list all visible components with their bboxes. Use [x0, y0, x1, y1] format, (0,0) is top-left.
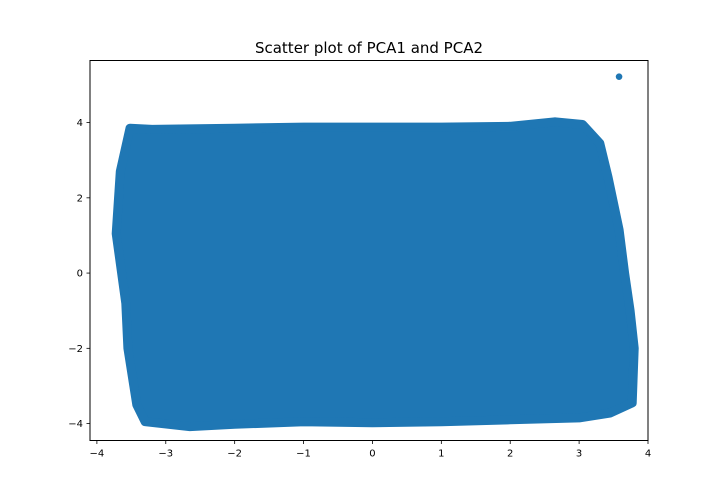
- y-tick-label: 2: [77, 193, 83, 204]
- axes-frame: [89, 60, 649, 441]
- point-cloud: [111, 117, 639, 432]
- x-tick-label: 3: [576, 449, 582, 460]
- plot-area: [111, 73, 639, 432]
- x-tick-label: 4: [645, 449, 651, 460]
- chart-title: Scatter plot of PCA1 and PCA2: [255, 39, 483, 57]
- x-axis: −4 −3 −2 −1 0 1 2 3 4: [90, 440, 651, 460]
- y-tick-label: 4: [77, 118, 83, 129]
- outlier-point-0: [615, 73, 623, 80]
- y-tick-label: 0: [77, 269, 83, 280]
- y-tick-label: −4: [68, 419, 83, 430]
- x-tick-label: −4: [90, 449, 105, 460]
- points-layer: [615, 73, 623, 80]
- y-tick-label: −2: [68, 344, 83, 355]
- y-axis: −4 −2 0 2 4: [68, 118, 90, 430]
- x-tick-label: 1: [438, 449, 444, 460]
- x-tick-label: 0: [369, 449, 375, 460]
- x-tick-label: −2: [227, 449, 242, 460]
- x-tick-label: −1: [296, 449, 311, 460]
- x-tick-label: 2: [507, 449, 513, 460]
- x-tick-label: −3: [158, 449, 173, 460]
